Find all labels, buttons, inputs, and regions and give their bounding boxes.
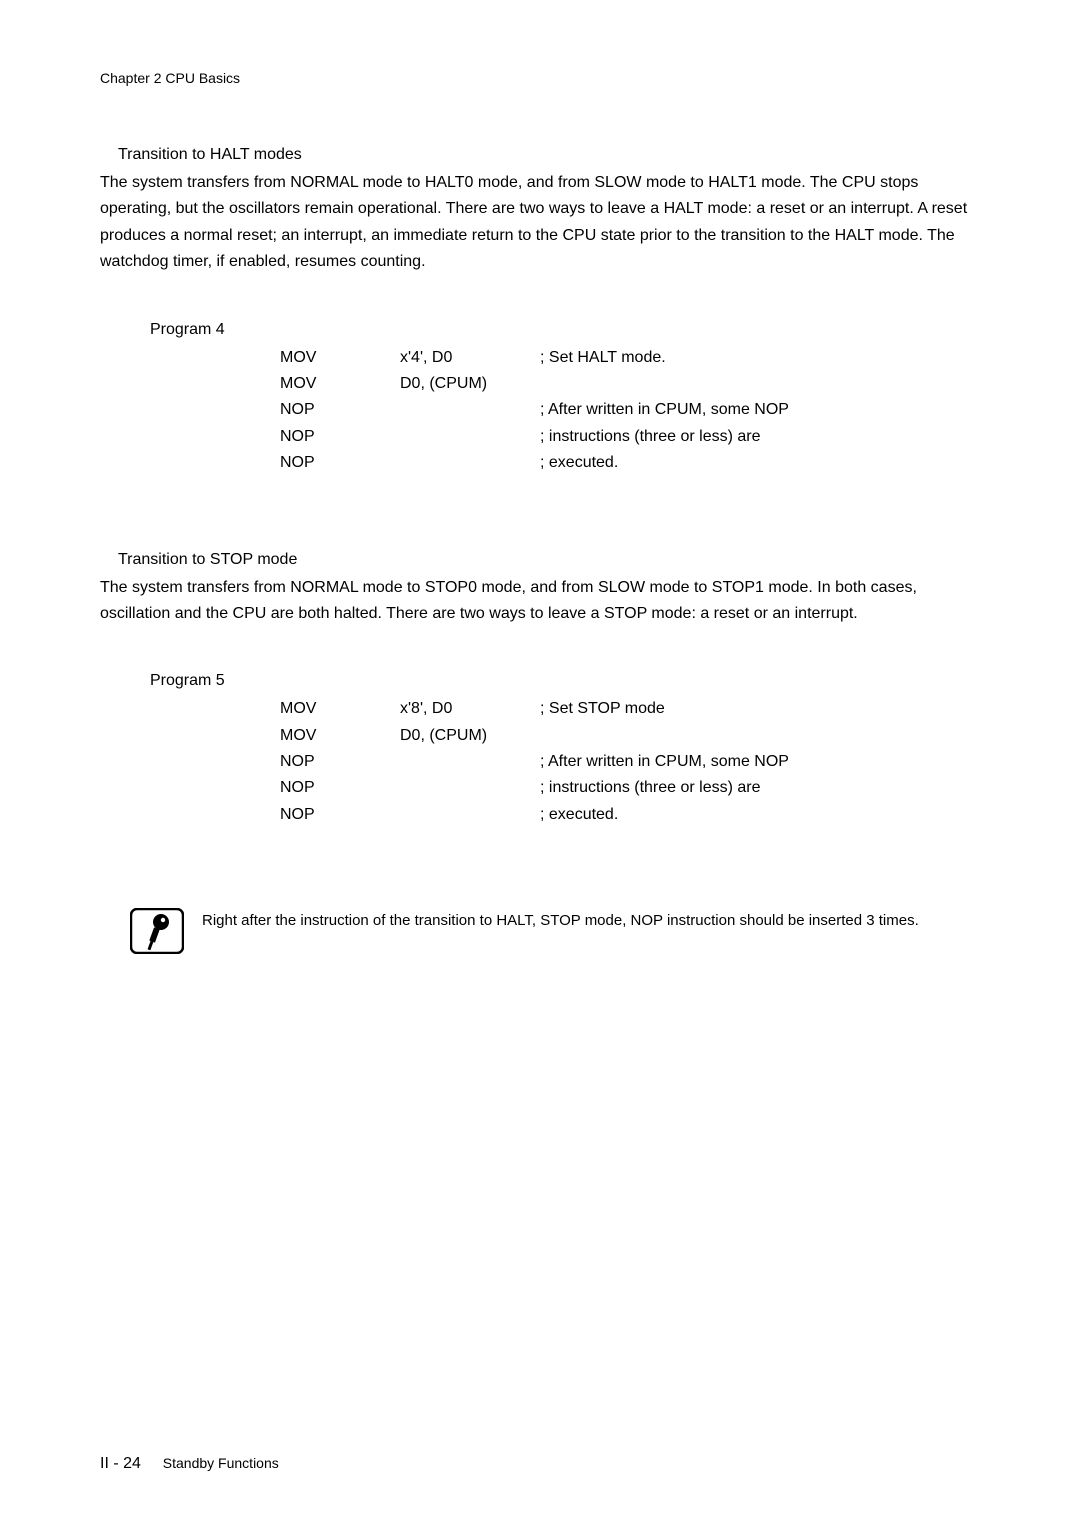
mnemonic: NOP <box>280 749 400 775</box>
comment: ; executed. <box>540 802 980 828</box>
para-stop: The system transfers from NORMAL mode to… <box>100 575 980 628</box>
code-row: MOV x'4', D0 ; Set HALT mode. <box>100 345 980 371</box>
comment <box>540 723 980 749</box>
program4-label: Program 4 <box>150 321 980 339</box>
code-row: NOP ; executed. <box>100 450 980 476</box>
operands: x'8', D0 <box>400 696 540 722</box>
mnemonic: NOP <box>280 802 400 828</box>
note-text: Right after the instruction of the trans… <box>202 908 919 933</box>
chapter-header: Chapter 2 CPU Basics <box>100 70 980 86</box>
code-row: MOV D0, (CPUM) <box>100 723 980 749</box>
code-row: NOP ; executed. <box>100 802 980 828</box>
section-title-stop: Transition to STOP mode <box>118 551 980 569</box>
mnemonic: MOV <box>280 696 400 722</box>
mnemonic: NOP <box>280 397 400 423</box>
mnemonic: MOV <box>280 723 400 749</box>
pushpin-icon <box>130 908 184 954</box>
operands <box>400 749 540 775</box>
program4-code: MOV x'4', D0 ; Set HALT mode. MOV D0, (C… <box>100 345 980 477</box>
code-row: NOP ; instructions (three or less) are <box>100 424 980 450</box>
program5-code: MOV x'8', D0 ; Set STOP mode MOV D0, (CP… <box>100 696 980 828</box>
footer-label: Standby Functions <box>163 1455 279 1471</box>
operands: D0, (CPUM) <box>400 371 540 397</box>
operands: D0, (CPUM) <box>400 723 540 749</box>
operands <box>400 802 540 828</box>
mnemonic: NOP <box>280 424 400 450</box>
mnemonic: NOP <box>280 775 400 801</box>
code-row: MOV x'8', D0 ; Set STOP mode <box>100 696 980 722</box>
comment: ; After written in CPUM, some NOP <box>540 749 980 775</box>
comment: ; executed. <box>540 450 980 476</box>
mnemonic: MOV <box>280 345 400 371</box>
mnemonic: MOV <box>280 371 400 397</box>
section-title-halt: Transition to HALT modes <box>118 146 980 164</box>
comment: ; Set HALT mode. <box>540 345 980 371</box>
code-row: NOP ; instructions (three or less) are <box>100 775 980 801</box>
comment: ; After written in CPUM, some NOP <box>540 397 980 423</box>
note-box: Right after the instruction of the trans… <box>130 908 980 954</box>
operands <box>400 450 540 476</box>
page-number: II - 24 <box>100 1455 141 1472</box>
program5-label: Program 5 <box>150 672 980 690</box>
code-row: NOP ; After written in CPUM, some NOP <box>100 397 980 423</box>
page-footer: II - 24 Standby Functions <box>100 1455 279 1473</box>
operands <box>400 424 540 450</box>
comment: ; instructions (three or less) are <box>540 424 980 450</box>
comment: ; instructions (three or less) are <box>540 775 980 801</box>
operands <box>400 775 540 801</box>
operands <box>400 397 540 423</box>
para-halt: The system transfers from NORMAL mode to… <box>100 170 980 276</box>
mnemonic: NOP <box>280 450 400 476</box>
operands: x'4', D0 <box>400 345 540 371</box>
comment: ; Set STOP mode <box>540 696 980 722</box>
code-row: NOP ; After written in CPUM, some NOP <box>100 749 980 775</box>
code-row: MOV D0, (CPUM) <box>100 371 980 397</box>
comment <box>540 371 980 397</box>
